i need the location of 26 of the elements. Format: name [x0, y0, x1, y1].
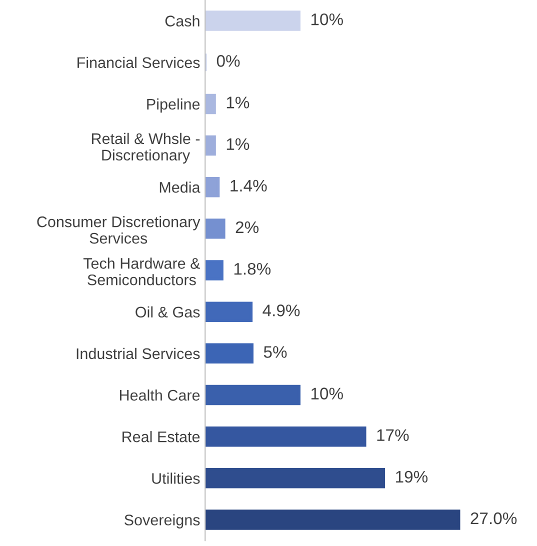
y-tick-label: Oil & Gas [136, 306, 200, 318]
data-label: 1% [226, 138, 250, 150]
y-tick-label: Utilities [152, 472, 200, 484]
data-label: 1.8% [234, 262, 271, 275]
y-tick-label: Tech Hardware & Semiconductors [83, 258, 200, 286]
data-label: 19% [396, 470, 428, 483]
data-label: 0% [216, 55, 240, 67]
data-label: 1.4% [230, 180, 267, 192]
data-label: 1% [226, 96, 250, 108]
y-tick-label: Industrial Services [76, 348, 200, 360]
data-label: 2% [236, 221, 259, 234]
y-tick-label: Media [160, 182, 200, 193]
y-tick-label: Health Care [120, 389, 200, 401]
data-label: 17% [377, 429, 409, 441]
data-label: 4.9% [262, 304, 300, 316]
y-tick-label: Sovereigns [124, 514, 200, 528]
y-tick-label: Consumer Discretionary Services [37, 216, 200, 244]
y-tick-label: Cash [165, 15, 200, 26]
y-tick-label: Pipeline [147, 98, 200, 113]
y-tick-label: Real Estate [122, 431, 200, 442]
y-tick-label: Financial Services [78, 56, 200, 68]
data-label: 10% [311, 13, 343, 26]
y-tick-label: Retail & Whsle - Discretionary [92, 132, 200, 164]
data-label: 10% [311, 388, 343, 400]
data-label: 27.0% [470, 512, 517, 524]
data-label: 5% [264, 346, 287, 358]
